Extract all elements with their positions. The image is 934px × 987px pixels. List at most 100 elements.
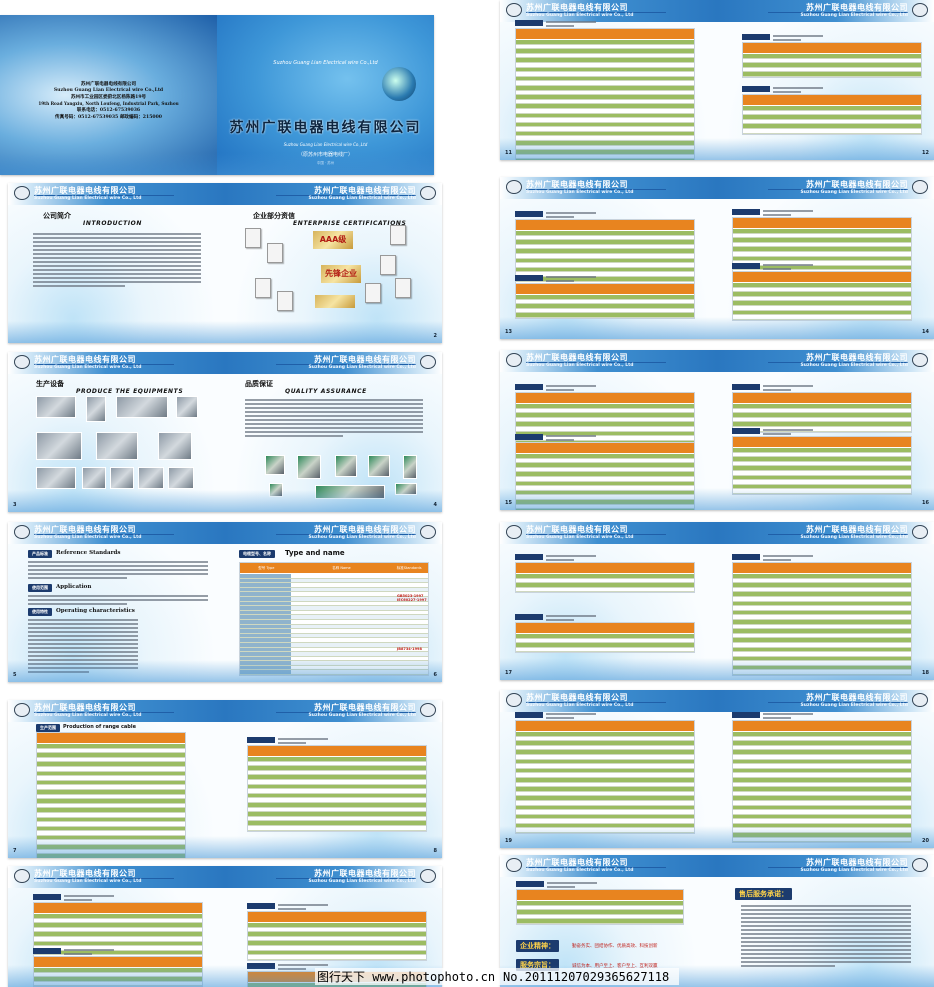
globe-icon — [382, 67, 416, 101]
table-row — [516, 276, 694, 282]
table-row — [516, 240, 694, 245]
table-row — [248, 946, 426, 951]
table-row — [733, 764, 911, 769]
table-caption — [546, 433, 596, 443]
brochure-spread: 苏州广联电器电线有限公司 Suzhou Guang Lian Electrical… — [500, 855, 934, 987]
table-row — [743, 63, 921, 68]
company-logo-icon — [506, 353, 522, 367]
table-row — [240, 638, 428, 643]
table-caption — [547, 880, 597, 890]
table-row — [516, 72, 694, 77]
section-title-en: INTRODUCTION — [83, 220, 142, 227]
cover-title: 苏州广联电器电线有限公司 — [229, 120, 422, 136]
table-row — [743, 54, 921, 59]
table-row — [516, 454, 694, 459]
header-company-name-en: Suzhou Guang Lian Electrical wire Co., L… — [308, 535, 417, 540]
page: 苏州广联电器电线有限公司 Suzhou Guang Lian Electrical… — [8, 866, 225, 987]
back-cover-line: 苏州市工业园区娄葑北区杨陈路19号 — [70, 95, 147, 100]
table-row — [733, 261, 911, 266]
table-row — [248, 784, 426, 790]
table-row — [248, 821, 426, 826]
header-company-name-cn: 苏州广联电器电线有限公司 — [314, 525, 416, 534]
spec-table — [515, 562, 695, 594]
table-row — [248, 932, 426, 937]
table-row — [37, 826, 185, 832]
table-row — [516, 574, 694, 579]
table-row — [733, 592, 911, 597]
header-company-name-cn: 苏州广联电器电线有限公司 — [526, 525, 628, 534]
table-row — [733, 777, 911, 783]
table-row — [733, 466, 911, 471]
paragraph-text — [28, 593, 208, 607]
table-row — [516, 155, 694, 160]
table-row — [516, 819, 694, 824]
badge-pioneer: 先锋企业 — [321, 265, 361, 283]
certificate-image — [245, 228, 261, 248]
table-row — [37, 813, 185, 818]
equipment-photo — [36, 396, 76, 418]
page: 苏州广联电器电线有限公司 Suzhou Guang Lian Electrical… — [500, 690, 717, 848]
table-row — [516, 249, 694, 254]
table-row — [37, 753, 185, 758]
table-row — [516, 792, 694, 797]
col-type: 型号 Type — [258, 566, 275, 570]
table-row — [34, 923, 202, 928]
watermark-id: No.20111207029365627118 — [503, 970, 670, 984]
header-company-name-cn: 苏州广联电器电线有限公司 — [806, 3, 908, 12]
col-std: 标准Standards — [396, 566, 422, 570]
table-row — [37, 785, 185, 790]
table-caption — [763, 208, 813, 218]
table-row — [516, 300, 694, 305]
section-title-cn: 公司简介 — [43, 212, 71, 220]
table-row — [733, 755, 911, 760]
table-row — [516, 100, 694, 105]
table-caption — [546, 553, 596, 563]
table-code-tag — [515, 614, 543, 620]
standards-heading: Operating characteristics — [56, 608, 135, 614]
back-cover-line: 传真号码：0512-67539035 邮政编码：215000 — [55, 114, 162, 120]
table-row — [37, 762, 185, 767]
table-row — [733, 471, 911, 476]
standard-gb5023: GB5023-1997 IEC60227-1997 — [397, 594, 427, 602]
paragraph-text — [245, 397, 423, 439]
table-row — [516, 422, 694, 427]
table-row — [516, 579, 694, 584]
table-row — [733, 629, 911, 634]
spec-table — [732, 217, 912, 276]
table-row — [516, 113, 694, 119]
table-header-row — [743, 95, 921, 106]
header-divider — [526, 702, 666, 703]
page-header — [500, 350, 717, 372]
table-row — [733, 462, 911, 467]
table-row — [37, 758, 185, 763]
table-row — [240, 601, 428, 607]
table-row — [248, 757, 426, 762]
page-number: 4 — [433, 502, 437, 508]
table-row — [733, 256, 911, 262]
brochure-spread: 苏州广联电器电线有限公司 Suzhou Guang Lian Electrical… — [8, 700, 442, 858]
page: 苏州广联电器电线有限公司 Suzhou Guang Lian Electrical… — [717, 690, 934, 848]
page-header — [225, 352, 442, 374]
page-header — [225, 700, 442, 722]
brochure-spread: 苏州广联电器电线有限公司 Suzhou Guang Lian Electrical… — [500, 177, 934, 339]
table-code-tag — [732, 209, 760, 215]
table-code-tag — [515, 275, 543, 281]
spec-table — [742, 42, 922, 78]
brochure-spread: 苏州广联电器电线有限公司 Suzhou Guang Lian Electrical… — [0, 15, 434, 175]
table-row — [248, 950, 426, 956]
table-row — [248, 798, 426, 803]
page: 苏州广联电器电线有限公司 Suzhou Guang Lian Electrical… — [717, 522, 934, 680]
spec-table — [742, 94, 922, 135]
page: 苏州广联电器电线有限公司 Suzhou Guang Lian Electrical… — [717, 177, 934, 339]
table-code-tag — [33, 948, 61, 954]
equipment-photo — [158, 432, 192, 460]
table-caption — [546, 613, 596, 623]
table-row — [516, 127, 694, 132]
table-row — [733, 306, 911, 311]
page: 苏州广联电器电线有限公司 Suzhou Guang Lian Electrical… — [8, 522, 225, 682]
table-header-row — [733, 272, 911, 283]
table-row — [516, 499, 694, 505]
table-row — [516, 810, 694, 815]
table-row — [733, 601, 911, 607]
table-header-row — [516, 623, 694, 634]
